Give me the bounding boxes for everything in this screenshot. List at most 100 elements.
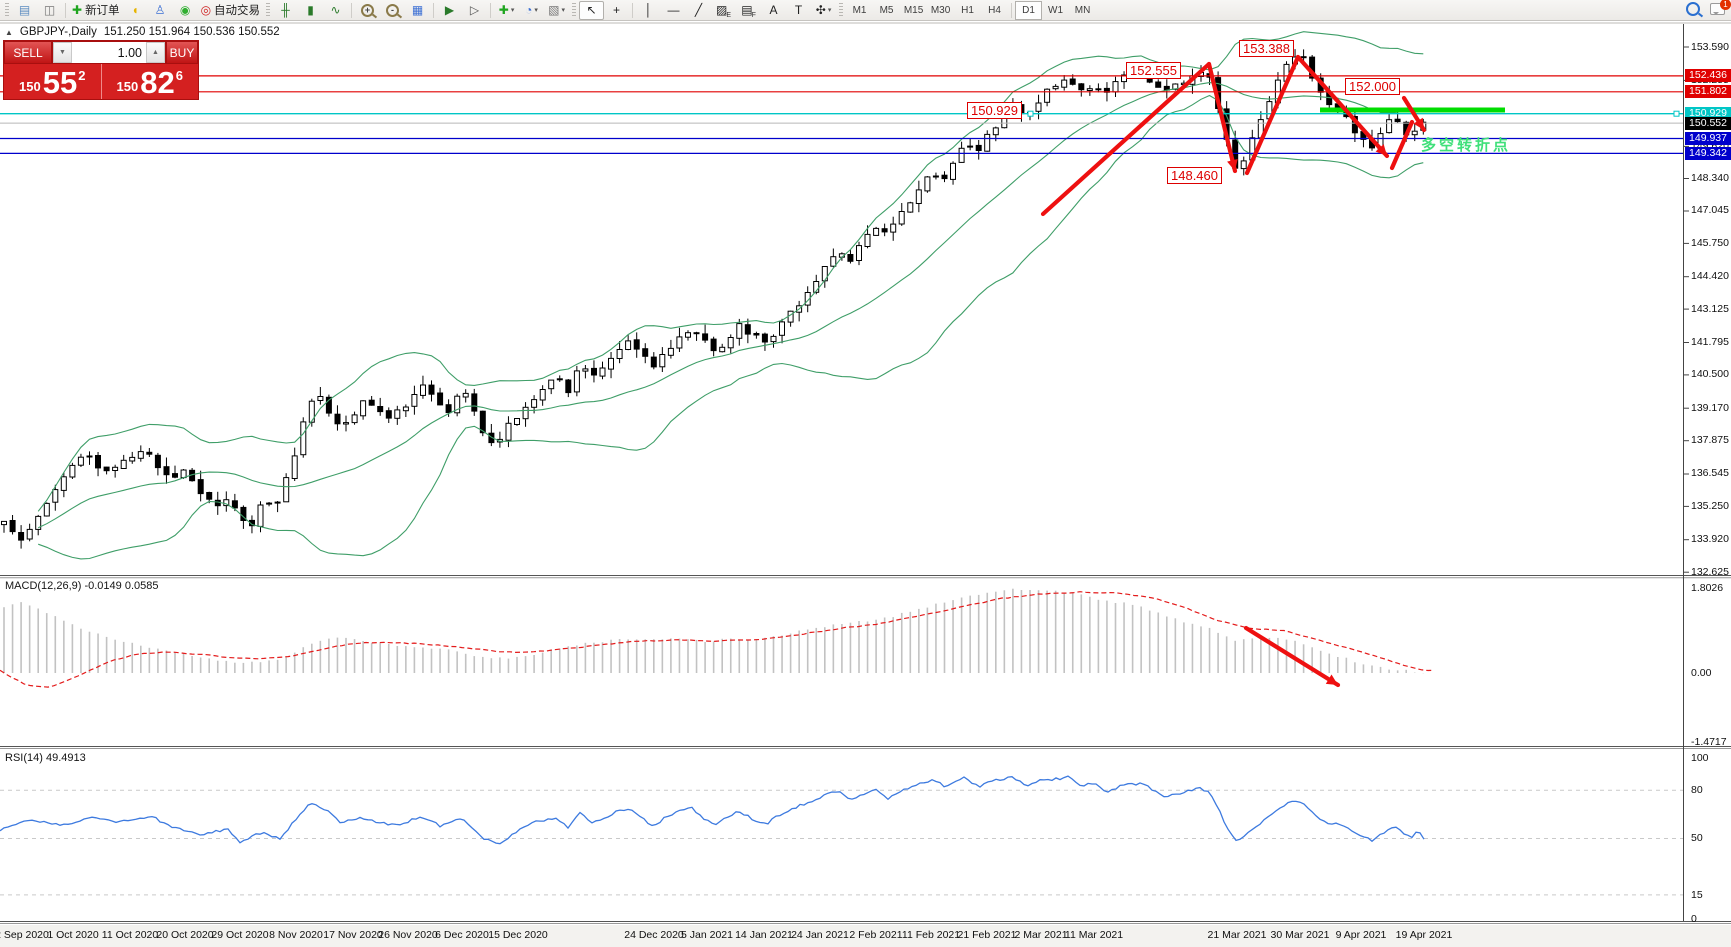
buy-price-base: 150 — [116, 79, 139, 94]
date-label: 21 Mar 2021 — [1207, 929, 1267, 941]
price-annotation-label[interactable]: 152.000 — [1345, 78, 1400, 95]
channel-icon[interactable]: ▨ E — [711, 1, 736, 20]
cursor-icon[interactable]: ↖ — [579, 0, 605, 20]
timeframe-button-d1[interactable]: D1 — [1015, 0, 1043, 20]
tile-windows-icon[interactable]: ▦ — [405, 1, 430, 20]
candles-icon[interactable]: ▮ — [298, 1, 323, 20]
candlestick — [420, 384, 426, 396]
new-order-icon[interactable]: ✚ 新订单 — [69, 1, 123, 20]
candlestick — [787, 310, 794, 323]
frame-layer — [0, 22, 1731, 924]
annotations-layer — [1040, 54, 1505, 688]
timeframe-button-m5[interactable]: M5 — [879, 4, 894, 16]
candlestick — [907, 202, 914, 213]
volume-decrease-button[interactable]: ▼ — [53, 42, 72, 63]
trend-arrow[interactable] — [1389, 119, 1415, 171]
trend-arrow[interactable] — [1040, 61, 1212, 217]
timeframe-button-w1[interactable]: W1 — [1048, 4, 1064, 16]
candlestick — [437, 392, 444, 406]
zoom-in-icon[interactable]: + — [355, 1, 380, 20]
main-toolbar: ▤ ◫ ✚ 新订单 ◖ ♙ ◉ ◎ 自动交易 ╫ ▮ ∿ + - ▦ ▶ ▷ ✚ ▾ ◔ ▾ ▧ ▾ ↖ + │ — ╱ ▨ E ▤ F A T ✣… — [0, 0, 1731, 21]
news-icon[interactable]: ◉ — [173, 1, 198, 20]
candlestick — [69, 464, 76, 478]
candlestick — [52, 489, 59, 503]
zoom-out-icon[interactable]: - — [380, 1, 405, 20]
shapes-glyph: ✣ — [815, 3, 826, 17]
indicators-icon[interactable]: ✚ ▾ — [494, 1, 519, 20]
autotrading-icon[interactable]: ◎ 自动交易 — [198, 1, 263, 20]
turning-point-text[interactable]: 多空转折点 — [1421, 137, 1512, 154]
candles-layer — [1, 49, 1427, 549]
volume-field[interactable]: 1.00 — [117, 45, 142, 60]
trend-arrow[interactable] — [1206, 61, 1238, 174]
trend-arrow[interactable] — [1243, 625, 1341, 688]
price-axis-badge: 152.436 — [1685, 69, 1731, 83]
price-annotation-label[interactable]: 150.929 — [967, 102, 1022, 119]
new-chart-icon[interactable]: ▤ — [12, 1, 37, 20]
fibo-icon[interactable]: ▤ F — [736, 1, 761, 20]
shapes-icon[interactable]: ✣ ▾ — [811, 1, 836, 20]
buy-button[interactable]: BUY — [166, 41, 198, 64]
candlestick — [633, 339, 640, 350]
bollinger-band-line — [37, 31, 1424, 512]
date-label: 14 Jan 2021 — [735, 929, 793, 941]
notifications-icon[interactable]: 1 — [1710, 0, 1731, 15]
periods-glyph: ◔ — [525, 3, 533, 17]
experts-icon[interactable]: ♙ — [148, 1, 173, 20]
sell-button[interactable]: SELL — [4, 41, 52, 64]
timeframe-button-m30[interactable]: M30 — [930, 4, 951, 16]
candlestick — [137, 451, 144, 459]
timeframe-button-m15[interactable]: M15 — [903, 4, 924, 16]
search-icon[interactable] — [1686, 2, 1700, 16]
candlestick — [710, 338, 717, 352]
candlestick — [1061, 79, 1068, 88]
vline-icon[interactable]: │ — [636, 1, 661, 20]
candlestick — [18, 532, 25, 541]
timeframe-button-h4[interactable]: H4 — [988, 4, 1001, 16]
candlestick — [761, 333, 768, 343]
periods-icon-caret: ▾ — [534, 7, 538, 14]
date-label: 11 Mar 2021 — [1064, 929, 1124, 941]
trend-arrow[interactable] — [1295, 54, 1390, 159]
trendline-icon[interactable]: ╱ — [686, 1, 711, 20]
collapse-panel-icon[interactable]: ▲ — [5, 27, 13, 37]
periods-icon[interactable]: ◔ ▾ — [519, 1, 544, 20]
indicators-icon-caret: ▾ — [510, 7, 515, 14]
date-label: 11 Oct 2020 — [101, 929, 159, 941]
bollinger-band-line — [38, 94, 1424, 560]
hline-icon[interactable]: — — [661, 1, 686, 20]
sell-price[interactable]: 150 55 2 — [4, 64, 102, 99]
candlestick — [1112, 81, 1119, 93]
price-annotation-label[interactable]: 152.555 — [1126, 62, 1181, 79]
templates-icon[interactable]: ▧ ▾ — [544, 1, 569, 20]
line-chart-icon[interactable]: ∿ — [323, 1, 348, 20]
date-label: 2 Sep 2020 — [0, 929, 49, 941]
line-handle[interactable] — [1027, 110, 1034, 117]
text-icon[interactable]: A — [761, 1, 786, 20]
candlestick — [522, 406, 529, 420]
timeframe-button-m1[interactable]: M1 — [852, 4, 867, 16]
cursor-glyph: ↖ — [586, 3, 597, 17]
buy-price[interactable]: 150 82 6 — [102, 64, 199, 99]
price-annotation-label[interactable]: 153.388 — [1239, 40, 1294, 57]
candlestick — [428, 384, 435, 395]
line-handle[interactable] — [1673, 110, 1680, 117]
metaeditor-icon[interactable]: ◖ — [123, 1, 148, 20]
candlestick — [685, 332, 691, 338]
candlestick — [847, 254, 854, 262]
crosshair-icon[interactable]: + — [604, 1, 629, 20]
trend-arrow[interactable] — [1244, 54, 1301, 176]
toolbar-separator — [433, 2, 435, 18]
price-annotation-label[interactable]: 148.460 — [1167, 167, 1222, 184]
volume-increase-button[interactable]: ▲ — [146, 42, 165, 63]
label-icon[interactable]: T — [786, 1, 811, 20]
profiles-icon[interactable]: ◫ — [37, 1, 62, 20]
auto-scroll-icon[interactable]: ▶ — [437, 1, 462, 20]
timeframe-button-h1[interactable]: H1 — [961, 4, 974, 16]
candlestick — [360, 400, 367, 417]
chart-shift-icon[interactable]: ▷ — [462, 1, 487, 20]
templates-glyph: ▧ — [548, 3, 560, 17]
timeframe-button-mn[interactable]: MN — [1074, 4, 1091, 16]
bar-chart-icon[interactable]: ╫ — [273, 1, 298, 20]
candlestick — [77, 456, 84, 466]
